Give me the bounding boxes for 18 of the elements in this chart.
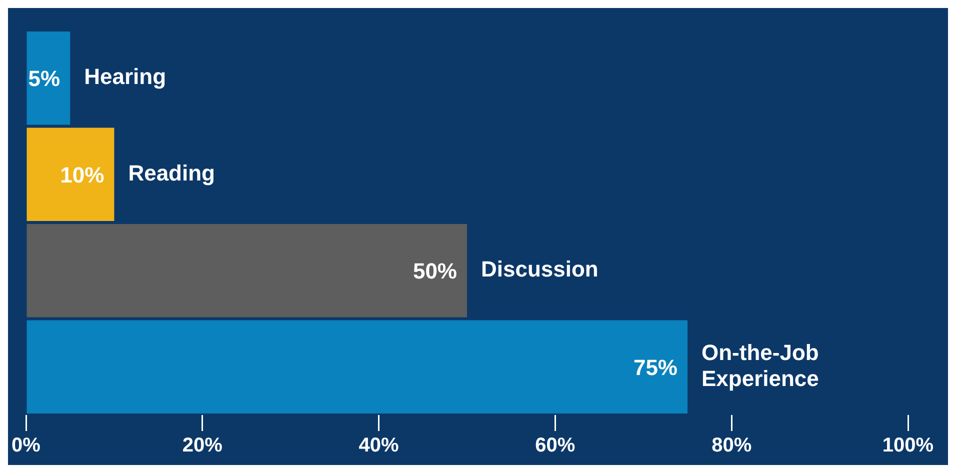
data-label: 75% xyxy=(633,354,678,380)
bar xyxy=(26,320,688,414)
y-tick-label: On-the-Job Experience xyxy=(702,340,819,391)
x-tick-label: 0% xyxy=(12,434,41,457)
x-tick-label: 20% xyxy=(182,434,223,457)
bar xyxy=(26,224,467,318)
x-tick-label: 60% xyxy=(535,434,576,457)
y-tick-label: Discussion xyxy=(481,256,598,282)
x-tick-label: 100% xyxy=(882,434,934,457)
bar xyxy=(26,128,114,222)
x-tick-label: 40% xyxy=(358,434,400,457)
data-label: 50% xyxy=(412,258,457,284)
y-tick-label: Reading xyxy=(128,160,215,186)
data-label: 10% xyxy=(60,162,104,188)
x-tick-label: 80% xyxy=(712,434,752,457)
data-label: 5% xyxy=(28,66,60,92)
bar xyxy=(26,31,70,125)
y-tick-label: Hearing xyxy=(84,64,166,90)
